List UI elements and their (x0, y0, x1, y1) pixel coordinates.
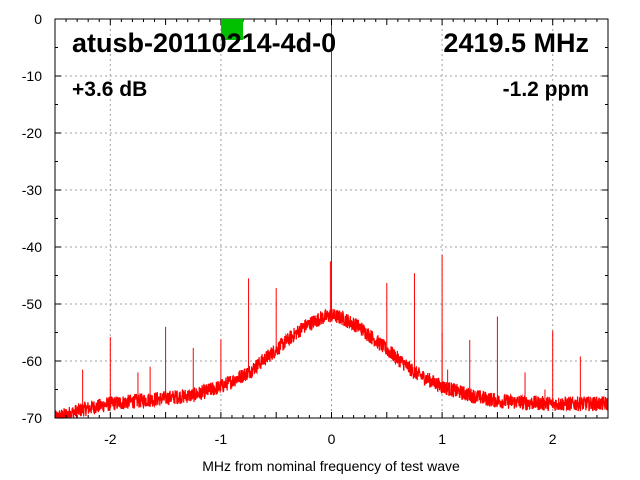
y-tick-label: -40 (22, 239, 42, 255)
chart-title: atusb-20110214-4d-0 (72, 28, 336, 58)
axis-ticks: -2 -1 0 1 20-10-20-30-40-50-60-70 (22, 11, 609, 447)
y-tick-label: 0 (34, 11, 42, 27)
y-tick-label: -30 (22, 182, 42, 198)
y-tick-label: -60 (22, 353, 42, 369)
y-tick-label: -10 (22, 68, 42, 84)
x-tick-label: 0 (328, 431, 336, 447)
x-tick-label: -1 (215, 431, 228, 447)
frequency-label: 2419.5 MHz (443, 28, 589, 58)
x-axis-label: MHz from nominal frequency of test wave (202, 458, 460, 474)
x-tick-label: -2 (104, 431, 117, 447)
y-tick-label: -20 (22, 125, 42, 141)
y-tick-label: -70 (22, 410, 42, 426)
spectrum-series (54, 19, 609, 419)
x-tick-label: 1 (438, 431, 446, 447)
status-indicator (221, 19, 243, 40)
offset-label: -1.2 ppm (503, 78, 589, 101)
y-tick-label: -50 (22, 296, 42, 312)
gain-label: +3.6 dB (72, 78, 147, 101)
x-tick-label: 2 (549, 431, 557, 447)
